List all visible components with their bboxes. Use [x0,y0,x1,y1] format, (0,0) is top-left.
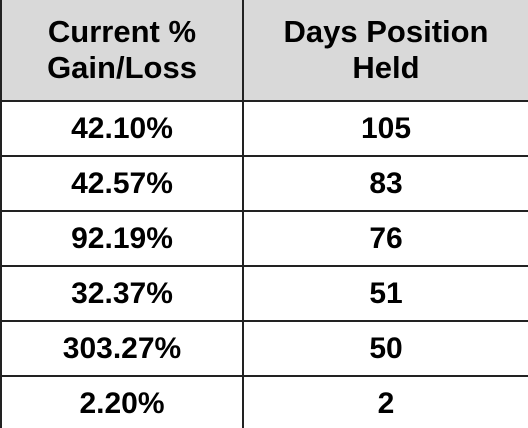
header-cell: Days Position Held [244,0,528,102]
cell-text: 51 [369,276,403,310]
table-cell: 50 [244,322,528,377]
cell-text: 2 [377,386,395,420]
table-cell: 32.37% [0,267,244,322]
header-text: Days Position [283,14,489,49]
table-cell: 2 [244,377,528,428]
table-cell: 42.10% [0,102,244,157]
cell-text: 76 [369,221,403,255]
cell-text: 42.10% [71,111,173,145]
cell-text: 2.20% [79,386,165,420]
cell-text: 32.37% [71,276,173,310]
table-cell: 42.57% [0,157,244,212]
table-cell: 2.20% [0,377,244,428]
cell-text: 83 [369,166,403,200]
header-text: Held [352,50,420,85]
cell-text: 92.19% [71,221,173,255]
table-cell: 51 [244,267,528,322]
cell-text: 50 [369,331,403,365]
table-cell: 76 [244,212,528,267]
cell-text: 105 [360,111,412,145]
table-cell: 92.19% [0,212,244,267]
header-cell: Current % Gain/Loss [0,0,244,102]
table-cell: 83 [244,157,528,212]
header-text: Gain/Loss [47,50,197,85]
cell-text: 42.57% [71,166,173,200]
header-text: Current % [47,14,197,49]
cell-text: 303.27% [62,331,182,365]
table-cell: 303.27% [0,322,244,377]
table-cell: 105 [244,102,528,157]
